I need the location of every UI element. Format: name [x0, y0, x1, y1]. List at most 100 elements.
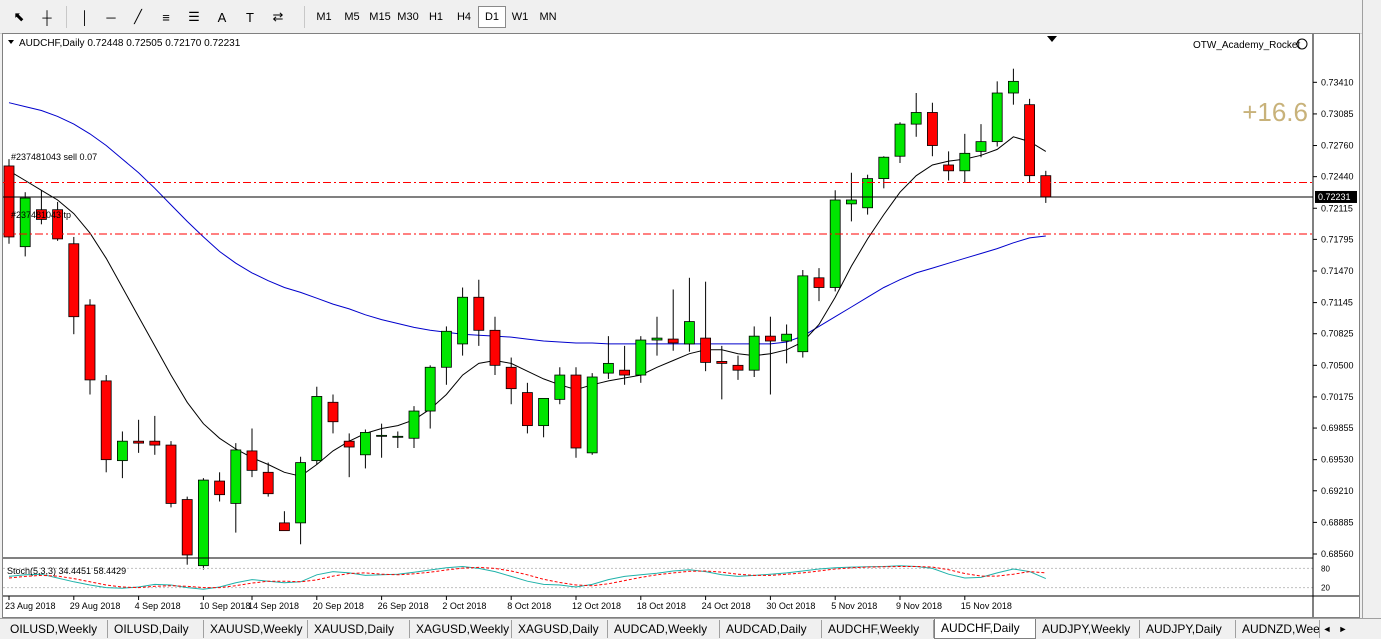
- price-tick-label: 0.70825: [1321, 329, 1354, 339]
- price-tick-label: 0.69855: [1321, 423, 1354, 433]
- timeframe-mn[interactable]: MN: [539, 11, 557, 23]
- candle-body: [36, 209, 47, 220]
- date-tick-label: 14 Sep 2018: [248, 601, 299, 611]
- chart-tab[interactable]: XAGUSD,Daily: [512, 620, 608, 638]
- price-tick-label: 0.68560: [1321, 549, 1354, 559]
- chart-tab[interactable]: OILUSD,Weekly: [4, 620, 108, 638]
- candle-body: [538, 397, 549, 427]
- candle-body: [408, 410, 420, 439]
- price-tick-label: 0.70175: [1321, 392, 1354, 402]
- candle-body: [359, 432, 371, 456]
- chart-tab[interactable]: XAUUSD,Daily: [308, 620, 410, 638]
- candle-body: [278, 522, 290, 532]
- timeframe-w1[interactable]: W1: [511, 11, 529, 23]
- candle-body: [619, 369, 630, 376]
- date-tick-label: 4 Sep 2018: [135, 601, 181, 611]
- cursor-icon[interactable]: ⬉: [13, 9, 25, 24]
- timeframe-h1[interactable]: H1: [428, 11, 444, 23]
- chart-tab[interactable]: AUDCAD,Daily: [720, 620, 822, 638]
- price-chart[interactable]: 0.72231 80 20 0.73410 0.73085 0.72760 0.7244…: [3, 34, 1359, 617]
- candle-body: [311, 396, 323, 462]
- chart-shift-icon[interactable]: [1047, 36, 1057, 42]
- candle-body: [716, 361, 728, 364]
- date-tick-label: 20 Sep 2018: [313, 601, 364, 611]
- candle-body: [700, 337, 711, 363]
- timeframe-m15[interactable]: M15: [369, 11, 391, 23]
- candle-body: [19, 197, 31, 248]
- equidistant-channel-icon[interactable]: ≡: [162, 9, 170, 25]
- tab-scroll-right-icon[interactable]: ►: [1338, 624, 1348, 634]
- timeframe-h4[interactable]: H4: [456, 11, 472, 23]
- candle-body: [1024, 104, 1035, 177]
- ma-slow-line: [8, 102, 1046, 345]
- chart-tab[interactable]: AUDNZD,Weekly: [1236, 620, 1320, 638]
- candle-body: [3, 165, 15, 238]
- price-tick-label: 0.72760: [1321, 141, 1354, 151]
- candle-body: [975, 141, 987, 152]
- chart-tab[interactable]: AUDCHF,Weekly: [822, 620, 934, 638]
- stoch-level-label: 80: [1321, 564, 1330, 573]
- candle-body: [84, 304, 96, 381]
- candle-body: [262, 471, 274, 495]
- text-icon[interactable]: A: [217, 9, 227, 25]
- date-tick-label: 24 Oct 2018: [702, 601, 751, 611]
- price-tick-label: 0.73085: [1321, 109, 1354, 119]
- text-label-icon[interactable]: T: [246, 9, 254, 25]
- candle-body: [797, 275, 809, 353]
- date-tick-label: 9 Nov 2018: [896, 601, 942, 611]
- candle-body: [343, 440, 355, 448]
- candle-body: [781, 333, 792, 342]
- candle-body: [165, 444, 177, 504]
- candle-body: [910, 112, 922, 125]
- chart-tab[interactable]: AUDCAD,Weekly: [608, 620, 720, 638]
- order-tp-label: #237481043 tp: [11, 210, 71, 220]
- timeframe-m30[interactable]: M30: [397, 11, 419, 23]
- timeframe-m5[interactable]: M5: [344, 11, 360, 23]
- candle-body: [392, 435, 404, 438]
- chart-window[interactable]: 0.72231 80 20 0.73410 0.73085 0.72760 0.7244…: [2, 33, 1360, 618]
- stoch-indicator-label: Stoch(5,3,3) 34.4451 58.4429: [7, 566, 126, 576]
- chart-tab[interactable]: AUDCHF,Daily: [934, 619, 1036, 639]
- candle-body: [894, 123, 906, 157]
- candle-body: [522, 392, 533, 427]
- timeframe-m1[interactable]: M1: [316, 11, 332, 23]
- date-tick-label: 26 Sep 2018: [378, 601, 429, 611]
- candle-body: [327, 401, 339, 423]
- profit-label: +16.6: [1242, 97, 1308, 127]
- chart-toolbar: ⬉ ┼ │ ─ ╱ ≡ ☰ A T ⇄ M1 M5 M15 M30 H1 H4 D1 W1 MN: [0, 0, 1381, 34]
- chart-tabs-bar: OILUSD,Weekly OILUSD,Daily XAUUSD,Weekly XA…: [0, 618, 1381, 639]
- candle-body: [440, 330, 452, 368]
- candle-body: [489, 329, 501, 366]
- chart-tab[interactable]: XAUUSD,Weekly: [204, 620, 308, 638]
- chart-info-line: AUDCHF,Daily 0.72448 0.72505 0.72170 0.7…: [19, 38, 241, 49]
- price-tick-label: 0.70500: [1321, 360, 1354, 370]
- fibonacci-icon[interactable]: ☰: [188, 9, 200, 24]
- candle-body: [473, 296, 485, 331]
- candle-body: [100, 380, 112, 461]
- candle-body: [846, 199, 857, 205]
- candle-body: [943, 164, 954, 172]
- crosshair-icon[interactable]: ┼: [42, 9, 52, 25]
- current-price-box: [1315, 190, 1357, 203]
- date-tick-label: 2 Oct 2018: [442, 601, 486, 611]
- timeframe-d1[interactable]: D1: [478, 6, 506, 28]
- right-scroll-panel[interactable]: [1362, 0, 1381, 618]
- chart-tab[interactable]: XAGUSD,Weekly: [410, 620, 512, 638]
- arrows-icon[interactable]: ⇄: [272, 9, 284, 24]
- candle-body: [878, 156, 890, 179]
- chart-tab[interactable]: OILUSD,Daily: [108, 620, 204, 638]
- info-arrow-icon[interactable]: [8, 40, 14, 44]
- date-tick-label: 8 Oct 2018: [507, 601, 551, 611]
- candle-body: [586, 376, 598, 454]
- tab-scroll-left-icon[interactable]: ◄: [1322, 624, 1332, 634]
- candle-body: [748, 335, 760, 371]
- candle-body: [505, 366, 517, 390]
- smiley-icon[interactable]: [1296, 38, 1308, 50]
- chart-tab[interactable]: AUDJPY,Daily: [1140, 620, 1236, 638]
- horizontal-line-icon[interactable]: ─: [106, 9, 116, 25]
- trendline-icon[interactable]: ╱: [134, 9, 142, 24]
- chart-tab[interactable]: AUDJPY,Weekly: [1036, 620, 1140, 638]
- price-tick-label: 0.73410: [1321, 77, 1354, 87]
- date-tick-label: 15 Nov 2018: [961, 601, 1012, 611]
- vertical-line-icon[interactable]: │: [80, 9, 90, 25]
